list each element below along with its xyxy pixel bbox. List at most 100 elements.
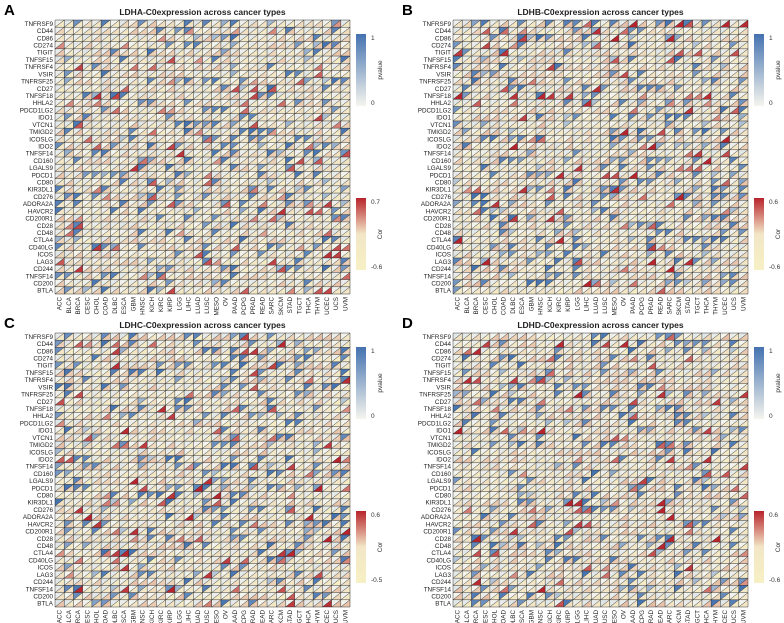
cancer-label: UCEC [324,297,331,315]
gene-label: TNFRSF25 [21,79,53,86]
gene-label: ICOSLG [427,136,451,143]
pvalue-legend: 1 0 pvalue [356,34,384,107]
cancer-label: ACC [455,297,462,311]
cancer-label: GBM [130,297,137,311]
pvalue-legend-title: pvalue [377,60,384,80]
gene-label: CD86 [435,35,452,42]
cancer-label: READ [259,297,266,315]
gene-label: TNFSF14 [26,151,54,158]
gene-label: ADORA2A [421,201,452,208]
cancer-label: DLBC [112,297,119,314]
cor-colorbar [356,198,366,270]
gene-label: CD40LG [427,244,452,251]
gene-label: TNFRSF9 [25,21,54,28]
cancer-label: COAD [501,297,508,316]
cancer-label: PAAD [232,297,239,314]
cancer-label: THYM [315,297,322,315]
gene-label: CD200 [431,280,451,287]
cancer-label: HNSC [140,297,147,315]
gene-label: CD80 [435,180,452,187]
gene-label: CD274 [33,43,53,50]
cancer-label: BRCA [473,296,480,314]
gene-label: TNFRSF4 [25,64,54,71]
gene-label: HHLA2 [33,100,54,107]
cancer-label: KIRP [167,297,174,312]
cancer-label: UVM [342,297,349,311]
gene-label: CD276 [33,194,53,201]
gene-label: HHLA2 [431,100,452,107]
gene-label: CD40LG [29,244,54,251]
cor-legend-title: Cor [377,228,384,239]
cancer-label: ESCA [121,296,128,314]
gene-label: PDCD1 [32,172,54,179]
pvalue-tick-min: 0 [371,100,375,107]
panel-title: LDHB-C0expression across cancer types [517,7,684,17]
gene-label: PDCD1 [430,172,452,179]
gene-label: TMIGD2 [29,129,53,136]
gene-label: CD27 [435,86,452,93]
gene-label: CD276 [431,194,451,201]
cancer-label: OV [223,296,230,306]
cancer-label: LUAD [195,297,202,314]
gene-label: HAVCR2 [28,208,54,215]
gene-label: CD28 [37,223,54,230]
cancer-label: DLBC [510,297,517,314]
gene-label: CD48 [37,230,54,237]
gene-label: IDO2 [38,143,53,150]
cancer-label: STAD [287,297,294,314]
gene-label: CD80 [37,180,54,187]
gene-label: CD200 [33,280,53,287]
gene-label: TNFSF14 [26,273,54,280]
cancer-label: MESO [213,297,220,316]
gene-label: TIGIT [37,50,53,57]
cancer-label: LGG [176,297,183,310]
gene-label: VSIR [38,71,53,78]
gene-label: CD28 [435,223,452,230]
cancer-label: TGCT [296,297,303,314]
gene-label: TMIGD2 [427,129,451,136]
gene-label: CD160 [33,158,53,165]
gene-label: KIR3DL1 [27,187,53,194]
cancer-label: PRAD [250,297,257,315]
gene-label: TNFSF18 [424,93,452,100]
gene-label: ADORA2A [23,201,54,208]
gene-label: CTLA4 [33,237,53,244]
gene-label: BTLA [435,288,452,295]
panel-letter: A [4,2,15,19]
cancer-label: SKCM [278,297,285,315]
gene-label: HAVCR2 [426,208,452,215]
gene-label: CD160 [431,158,451,165]
gene-label: CD44 [435,28,452,35]
gene-label: IDO1 [436,115,451,122]
cancer-label: CESC [482,297,489,315]
gene-label: CD244 [431,266,451,273]
gene-label: LAG3 [435,259,452,266]
gene-label: CD44 [37,28,54,35]
gene-label: LGALS9 [29,165,53,172]
gene-label: TNFSF15 [424,57,452,64]
cor-tick-min: -0.6 [371,264,383,271]
gene-label: TNFSF15 [26,57,54,64]
gene-label: BTLA [37,288,54,295]
gene-label: CD48 [435,230,452,237]
gene-label: VSIR [436,71,451,78]
cancer-label: CHOL [491,297,498,315]
gene-label: TNFRSF4 [423,64,452,71]
gene-label: LAG3 [37,259,54,266]
gene-label: CD27 [37,86,54,93]
cancer-label: CHOL [93,297,100,315]
gene-label: TNFSF18 [26,93,54,100]
pvalue-colorbar [356,34,366,106]
gene-label: PDCD1LG2 [20,107,54,114]
cancer-label: KIRC [158,297,165,312]
cancer-label: BLCA [464,296,471,313]
panel-letter: B [402,2,413,19]
cancer-label: SARC [269,297,276,315]
panel-title: LDHA-C0expression across cancer types [119,7,286,17]
pvalue-tick-max: 1 [371,35,375,42]
cancer-label: UCS [333,297,340,310]
gene-label: TNFRSF25 [419,79,451,86]
gene-label: ICOS [436,252,451,259]
